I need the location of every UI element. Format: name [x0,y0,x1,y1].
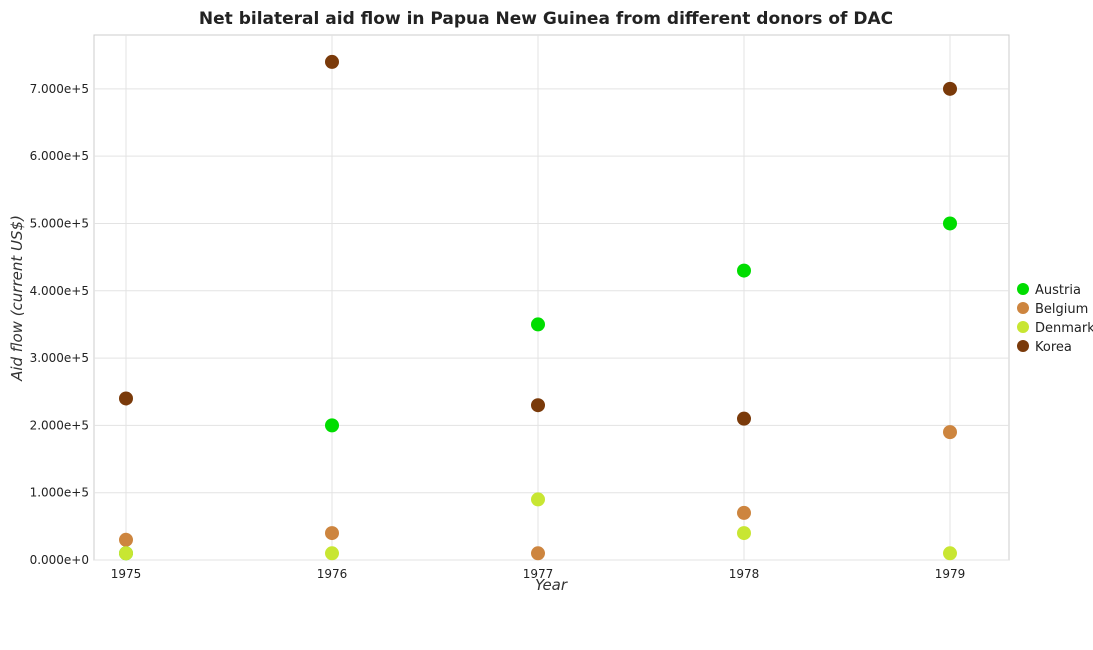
point-austria [531,317,545,332]
y-tick-label: 4.000e+5 [30,284,89,298]
legend-label-denmark: Denmark [1035,321,1093,336]
legend-marker-austria [1017,283,1029,295]
point-korea [119,391,133,406]
chart-title: Net bilateral aid flow in Papua New Guin… [199,9,893,29]
point-korea [531,398,545,413]
x-axis-ticks: 1975 1976 1977 1978 1979 [111,567,966,581]
x-tick-label: 1979 [935,567,966,581]
grid [94,35,1009,561]
y-tick-label: 5.000e+5 [30,216,89,230]
y-axis-ticks: 0.000e+0 1.000e+5 2.000e+5 3.000e+5 4.000e+5… [30,82,89,567]
point-denmark [737,526,751,541]
point-korea [325,54,339,69]
point-belgium [325,526,339,541]
point-korea [943,81,957,96]
plot-area [93,34,1010,561]
y-tick-label: 7.000e+5 [30,82,89,96]
y-tick-label: 0.000e+0 [30,553,89,567]
point-denmark [325,546,339,561]
legend-label-austria: Austria [1035,283,1081,298]
legend-label-korea: Korea [1035,340,1072,355]
y-tick-label: 1.000e+5 [30,486,89,500]
point-austria [737,263,751,278]
point-austria [943,216,957,231]
point-denmark [119,546,133,561]
point-belgium [737,505,751,520]
y-axis-label: Aid flow (current US$) [8,215,26,382]
y-tick-label: 3.000e+5 [30,351,89,365]
point-korea [737,411,751,426]
data-points [119,54,957,561]
x-tick-label: 1978 [729,567,760,581]
point-denmark [531,492,545,507]
legend: Austria Belgium Denmark Korea [1017,283,1093,355]
point-austria [325,418,339,433]
point-denmark [943,546,957,561]
point-belgium [531,546,545,561]
legend-marker-denmark [1017,321,1029,333]
x-tick-label: 1975 [111,567,142,581]
legend-marker-belgium [1017,302,1029,314]
y-tick-label: 2.000e+5 [30,418,89,432]
legend-marker-korea [1017,340,1029,352]
point-belgium [119,532,133,547]
x-tick-label: 1977 [523,567,554,581]
y-tick-label: 6.000e+5 [30,149,89,163]
point-belgium [943,425,957,440]
legend-label-belgium: Belgium [1035,302,1088,317]
x-axis-label: Year [535,576,568,594]
x-tick-label: 1976 [317,567,348,581]
